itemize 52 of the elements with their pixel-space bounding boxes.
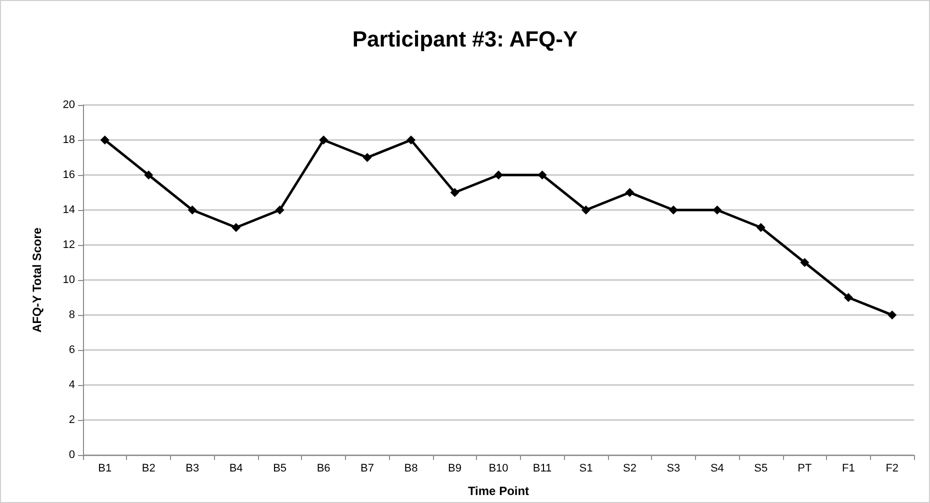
point (319, 136, 328, 144)
x-axis-title: Time Point (468, 484, 530, 498)
x-tick-label: B3 (186, 462, 200, 474)
point (538, 170, 547, 180)
x-tick-label: B9 (448, 462, 462, 474)
y-tick-label: 18 (62, 134, 75, 146)
x-tick-label: B8 (404, 462, 418, 474)
y-tick-label: 2 (68, 414, 75, 426)
x-tick-label: B5 (273, 462, 287, 474)
point (362, 153, 372, 162)
x-tick-label: B2 (142, 462, 156, 474)
x-tick-label: S2 (622, 462, 636, 474)
x-tick-label: F1 (842, 462, 855, 474)
y-tick-label: 10 (62, 274, 75, 286)
point (144, 170, 154, 180)
x-tick-label: PT (798, 462, 812, 474)
x-tick-label: S1 (579, 462, 593, 474)
point (712, 206, 722, 214)
x-tick-label: B6 (316, 462, 330, 474)
x-tick-label: S3 (666, 462, 680, 474)
x-tick-label: B7 (360, 462, 374, 474)
point (188, 206, 197, 214)
point (888, 310, 897, 320)
point (406, 136, 416, 144)
x-tick-label: B1 (98, 462, 112, 474)
point (668, 206, 678, 214)
y-tick-label: 4 (68, 379, 75, 391)
x-tick-label: B11 (532, 462, 552, 474)
y-tick-label: 14 (62, 204, 75, 216)
point (275, 206, 284, 214)
y-tick-label: 0 (68, 449, 75, 461)
point (232, 223, 241, 232)
y-tick-label: 12 (62, 239, 75, 251)
point (450, 188, 460, 197)
y-tick-label: 20 (62, 99, 75, 111)
y-axis-title: AFQ-Y Total Score (30, 227, 44, 332)
y-tick-label: 6 (68, 344, 75, 356)
point (581, 206, 590, 214)
x-tick-label: F2 (886, 462, 899, 474)
point (494, 170, 503, 180)
point (625, 188, 634, 197)
x-tick-label: S5 (754, 462, 768, 474)
x-tick-label: B10 (488, 462, 508, 474)
chart-title: Participant #3: AFQ-Y (352, 26, 578, 52)
point (100, 136, 110, 144)
y-tick-label: 16 (62, 169, 75, 181)
y-tick-label: 8 (68, 309, 75, 321)
point (800, 258, 810, 267)
point (844, 293, 853, 302)
point (756, 223, 766, 232)
x-tick-label: B4 (229, 462, 243, 474)
x-tick-label: S4 (710, 462, 724, 474)
